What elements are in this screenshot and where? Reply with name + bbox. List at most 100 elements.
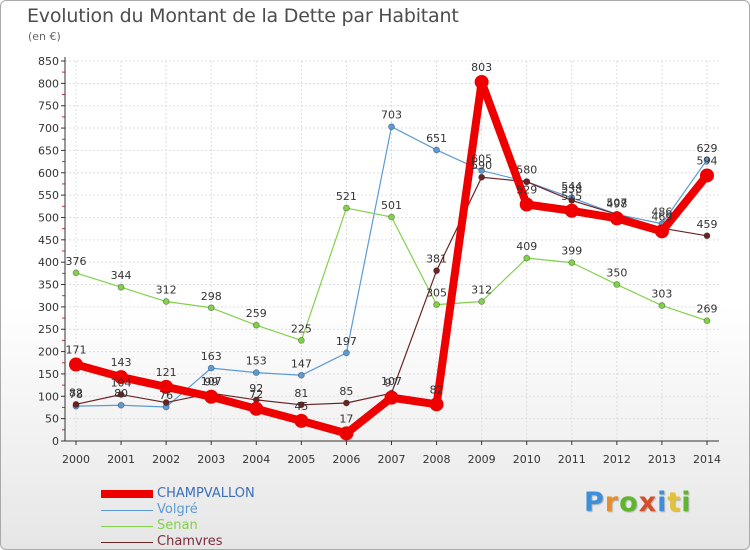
x-tick-label: 2004 bbox=[242, 453, 270, 466]
legend-item-volgr-: Volgré bbox=[101, 502, 341, 518]
x-tick-label: 2006 bbox=[332, 453, 360, 466]
y-tick-label: 250 bbox=[38, 323, 59, 336]
data-label-volgr-: 163 bbox=[201, 350, 222, 363]
data-point-chamvres bbox=[703, 232, 711, 240]
data-point-senan bbox=[72, 269, 80, 277]
data-label-champvallon: 171 bbox=[66, 344, 87, 357]
logo-letter: x bbox=[638, 487, 658, 518]
chart-unit: (en €) bbox=[28, 30, 61, 43]
y-tick-label: 300 bbox=[38, 301, 59, 314]
data-label-chamvres: 459 bbox=[697, 218, 718, 231]
data-point-senan bbox=[388, 213, 395, 221]
y-tick-label: 750 bbox=[38, 100, 59, 113]
data-label-volgr-: 651 bbox=[426, 132, 447, 145]
data-label-volgr-: 580 bbox=[516, 164, 537, 177]
data-label-senan: 312 bbox=[156, 284, 177, 297]
data-point-senan bbox=[523, 254, 531, 262]
legend-label-chamvres: Chamvres bbox=[157, 534, 223, 549]
data-point-volgr- bbox=[703, 156, 711, 164]
proxiti-logo: Proxiti bbox=[584, 487, 692, 518]
data-point-champvallon bbox=[159, 379, 174, 394]
data-point-chamvres bbox=[343, 399, 350, 407]
data-point-senan bbox=[343, 204, 350, 212]
data-point-champvallon bbox=[339, 426, 354, 441]
data-point-volgr- bbox=[297, 371, 305, 379]
chart-legend: CHAMPVALLON Volgré Senan Chamvres bbox=[101, 486, 341, 549]
data-label-senan: 501 bbox=[381, 199, 402, 212]
data-label-senan: 298 bbox=[201, 290, 222, 303]
legend-swatch-volgr- bbox=[101, 510, 153, 511]
data-label-volgr-: 703 bbox=[381, 109, 402, 122]
data-label-champvallon: 45 bbox=[294, 400, 308, 413]
data-point-senan bbox=[703, 317, 711, 325]
legend-label-champvallon: CHAMPVALLON bbox=[157, 486, 255, 501]
data-point-champvallon bbox=[114, 370, 129, 385]
data-point-senan bbox=[252, 321, 260, 329]
data-point-champvallon bbox=[69, 357, 83, 372]
x-tick-label: 2012 bbox=[603, 453, 631, 466]
y-tick-label: 500 bbox=[38, 211, 59, 224]
data-point-senan bbox=[207, 304, 215, 312]
y-tick-label: 550 bbox=[38, 189, 59, 202]
data-label-champvallon: 17 bbox=[339, 412, 353, 425]
y-tick-label: 800 bbox=[38, 77, 59, 90]
x-tick-label: 2000 bbox=[62, 453, 90, 466]
data-point-senan bbox=[613, 281, 621, 288]
data-point-volgr- bbox=[478, 167, 486, 174]
y-tick-label: 100 bbox=[38, 390, 59, 403]
data-label-champvallon: 469 bbox=[651, 210, 672, 223]
data-point-champvallon bbox=[519, 197, 534, 212]
data-label-volgr-: 605 bbox=[471, 153, 492, 166]
data-point-senan bbox=[568, 259, 576, 267]
data-point-champvallon bbox=[654, 224, 669, 239]
y-tick-label: 50 bbox=[45, 413, 59, 426]
data-label-chamvres: 381 bbox=[426, 253, 447, 266]
data-label-volgr-: 76 bbox=[159, 389, 173, 402]
legend-swatch-champvallon bbox=[101, 490, 153, 498]
x-tick-label: 2005 bbox=[287, 453, 315, 466]
data-label-champvallon: 529 bbox=[516, 184, 537, 197]
data-label-senan: 344 bbox=[111, 269, 132, 282]
data-label-volgr-: 486 bbox=[651, 206, 672, 219]
data-point-volgr- bbox=[343, 349, 350, 357]
data-point-champvallon bbox=[429, 397, 444, 412]
legend-label-senan: Senan bbox=[157, 518, 198, 533]
data-label-senan: 350 bbox=[606, 267, 627, 280]
data-label-volgr-: 80 bbox=[114, 387, 128, 400]
data-point-chamvres bbox=[568, 197, 576, 204]
data-label-chamvres: 85 bbox=[339, 385, 353, 398]
data-label-champvallon: 121 bbox=[156, 366, 177, 379]
data-point-champvallon bbox=[564, 203, 579, 218]
data-point-champvallon bbox=[294, 413, 309, 428]
legend-item-chamvres: Chamvres bbox=[101, 534, 341, 549]
x-tick-label: 2003 bbox=[197, 453, 225, 466]
data-label-senan: 225 bbox=[291, 322, 312, 335]
data-label-champvallon: 72 bbox=[249, 388, 263, 401]
data-label-senan: 399 bbox=[561, 245, 582, 258]
data-point-senan bbox=[433, 301, 440, 309]
y-tick-label: 850 bbox=[38, 55, 59, 68]
data-point-chamvres bbox=[297, 401, 305, 409]
legend-item-champvallon: CHAMPVALLON bbox=[101, 486, 341, 502]
data-point-senan bbox=[297, 337, 305, 344]
data-label-volgr-: 507 bbox=[606, 196, 627, 209]
x-tick-label: 2011 bbox=[558, 453, 586, 466]
logo-letter: t bbox=[667, 487, 682, 518]
legend-swatch-chamvres bbox=[101, 542, 153, 543]
y-tick-label: 150 bbox=[38, 368, 59, 381]
data-point-senan bbox=[117, 283, 125, 291]
data-label-chamvres: 590 bbox=[471, 159, 492, 172]
data-point-champvallon bbox=[249, 401, 264, 416]
data-label-champvallon: 803 bbox=[471, 61, 492, 74]
data-point-volgr- bbox=[117, 401, 125, 409]
legend-label-volgr-: Volgré bbox=[157, 502, 198, 517]
data-point-champvallon bbox=[609, 211, 624, 226]
data-point-senan bbox=[478, 298, 486, 305]
x-tick-label: 2002 bbox=[152, 453, 180, 466]
data-label-senan: 521 bbox=[336, 190, 357, 203]
logo-letter: r bbox=[604, 487, 620, 518]
data-label-senan: 305 bbox=[426, 287, 447, 300]
data-label-senan: 409 bbox=[516, 240, 537, 253]
data-label-chamvres: 92 bbox=[249, 382, 263, 395]
